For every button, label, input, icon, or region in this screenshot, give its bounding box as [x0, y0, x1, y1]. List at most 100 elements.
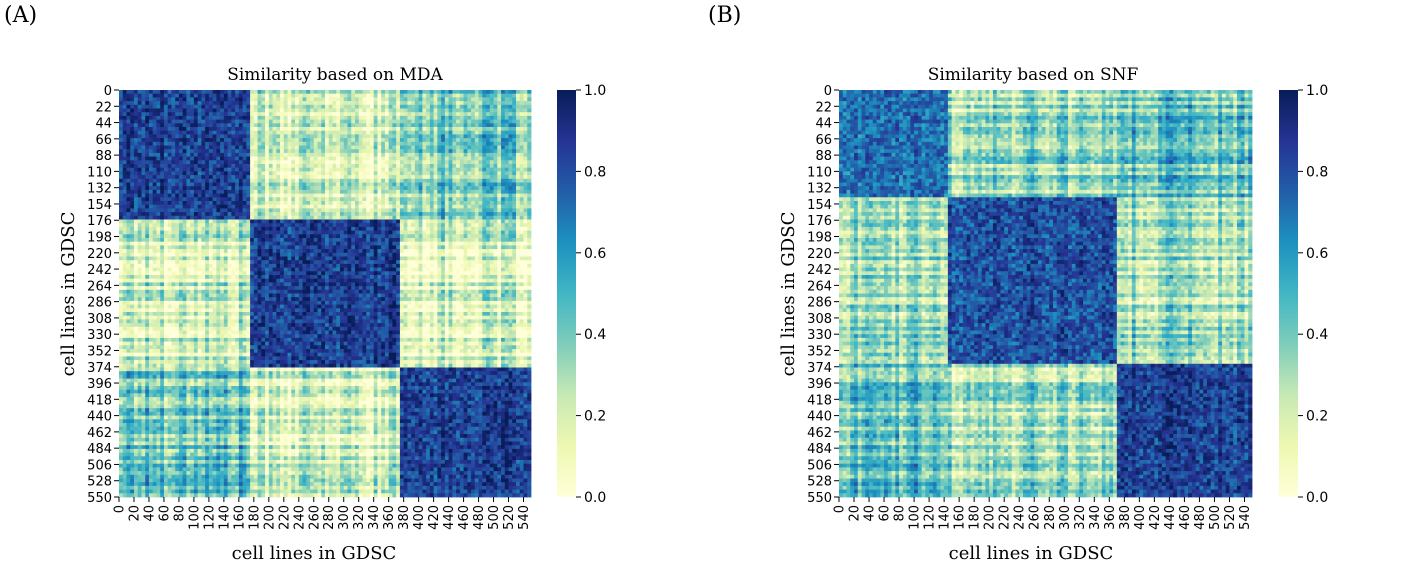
heatmap-cell: [193, 97, 199, 102]
heatmap-cell: [463, 186, 468, 191]
heatmap-cell: [523, 234, 528, 239]
heatmap-cell: [381, 238, 386, 243]
heatmap-cell: [358, 219, 363, 224]
heatmap-cell: [501, 164, 506, 169]
heatmap-cell: [317, 201, 322, 206]
heatmap-cell: [302, 219, 307, 224]
heatmap-cell: [227, 238, 232, 243]
heatmap-cell: [201, 160, 206, 165]
heatmap-cell: [399, 178, 405, 183]
heatmap-cell: [489, 138, 494, 143]
heatmap-cell: [377, 171, 382, 176]
heatmap-cell: [422, 145, 427, 150]
heatmap-cell: [474, 145, 479, 150]
heatmap-cell: [313, 230, 318, 235]
heatmap-cell: [257, 219, 262, 224]
heatmap-cell: [193, 101, 199, 106]
heatmap-cell: [197, 134, 202, 139]
heatmap-cell: [493, 182, 498, 187]
heatmap-cell: [190, 101, 195, 106]
heatmap-cell: [474, 186, 479, 191]
heatmap-cell: [437, 219, 442, 224]
heatmap-cell: [313, 156, 318, 161]
heatmap-cell: [201, 212, 206, 217]
heatmap-cell: [456, 119, 461, 124]
heatmap-cell: [508, 101, 513, 106]
heatmap-cell: [250, 252, 255, 257]
heatmap-cell: [474, 219, 479, 224]
heatmap-cell: [418, 223, 423, 228]
heatmap-cell: [422, 189, 427, 194]
heatmap-cell: [212, 234, 217, 239]
heatmap-cell: [231, 115, 236, 120]
heatmap-cell: [167, 186, 172, 191]
heatmap-cell: [148, 193, 154, 198]
heatmap-cell: [501, 249, 506, 254]
heatmap-cell: [163, 93, 169, 98]
heatmap-cell: [426, 230, 431, 235]
heatmap-cell: [519, 112, 524, 117]
heatmap-cell: [231, 138, 236, 143]
heatmap-cell: [190, 186, 195, 191]
heatmap-cell: [456, 108, 461, 113]
heatmap-cell: [276, 167, 281, 172]
heatmap-cell: [313, 208, 318, 213]
heatmap-cell: [437, 93, 442, 98]
heatmap-cell: [403, 241, 408, 246]
heatmap-cell: [471, 104, 476, 109]
heatmap-cell: [373, 234, 378, 239]
heatmap-cell: [298, 230, 303, 235]
heatmap-cell: [504, 97, 509, 102]
heatmap-cell: [456, 93, 461, 98]
heatmap-cell: [295, 249, 300, 254]
heatmap-cell: [220, 97, 225, 102]
heatmap-cell: [441, 90, 446, 95]
heatmap-cell: [512, 149, 517, 154]
heatmap-cell: [403, 249, 408, 254]
heatmap-cell: [478, 149, 483, 154]
heatmap-cell: [148, 101, 154, 106]
heatmap-cell: [452, 160, 457, 165]
heatmap-cell: [212, 226, 217, 231]
heatmap-cell: [287, 241, 292, 246]
heatmap-cell: [426, 189, 431, 194]
heatmap-cell: [205, 164, 210, 169]
heatmap-cell: [223, 241, 229, 246]
heatmap-cell: [396, 212, 401, 217]
heatmap-cell: [489, 215, 494, 220]
heatmap-cell: [347, 197, 352, 202]
heatmap-cell: [388, 241, 393, 246]
heatmap-cell: [295, 241, 300, 246]
heatmap-cell: [508, 204, 513, 209]
heatmap-cell: [471, 93, 476, 98]
heatmap-cell: [220, 115, 225, 120]
heatmap-cell: [384, 204, 390, 209]
heatmap-cell: [119, 130, 124, 135]
heatmap-cell: [411, 175, 416, 180]
heatmap-cell: [325, 249, 330, 254]
heatmap-cell: [519, 167, 524, 172]
heatmap-cell: [156, 97, 161, 102]
heatmap-cell: [463, 249, 468, 254]
heatmap-cell: [186, 193, 191, 198]
heatmap-cell: [287, 160, 292, 165]
heatmap-cell: [119, 167, 124, 172]
heatmap-cell: [354, 186, 360, 191]
heatmap-cell: [272, 145, 277, 150]
heatmap-cell: [227, 152, 232, 157]
heatmap-cell: [441, 149, 446, 154]
heatmap-cell: [347, 219, 352, 224]
heatmap-cell: [456, 219, 461, 224]
heatmap-cell: [148, 152, 154, 157]
heatmap-cell: [388, 90, 393, 95]
heatmap-cell: [130, 226, 135, 231]
heatmap-cell: [325, 149, 330, 154]
heatmap-cell: [201, 234, 206, 239]
heatmap-cell: [133, 115, 139, 120]
heatmap-cell: [242, 201, 247, 206]
heatmap-cell: [418, 127, 423, 132]
heatmap-cell: [456, 164, 461, 169]
heatmap-cell: [407, 245, 412, 250]
heatmap-cell: [486, 182, 491, 187]
heatmap-cell: [486, 238, 491, 243]
